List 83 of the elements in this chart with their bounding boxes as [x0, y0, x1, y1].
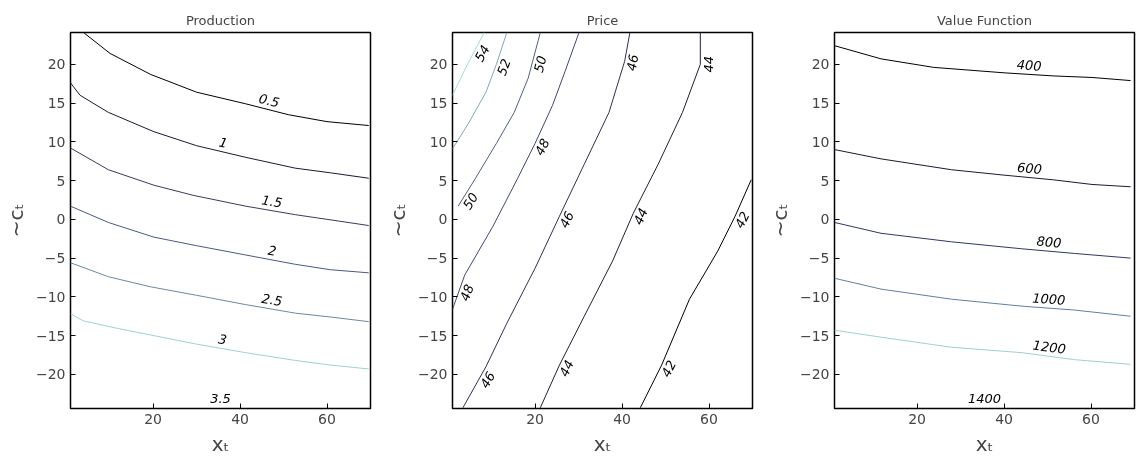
- y-axis-title: ~cₜ: [385, 203, 410, 238]
- annotation: 44: [630, 205, 651, 227]
- annotation: 48: [457, 282, 477, 303]
- y-tick-label: 0: [56, 211, 66, 228]
- line-series: [70, 147, 370, 227]
- series-label: 800: [1035, 233, 1062, 251]
- line-series: [70, 205, 370, 274]
- annotation: 46: [477, 369, 499, 391]
- text: 2.5: [260, 290, 284, 310]
- y-tick-label: −20: [799, 366, 830, 383]
- annotation: 54: [471, 42, 493, 65]
- annotation: 48: [531, 136, 553, 158]
- line-series: [452, 32, 580, 310]
- annotation: 50: [459, 190, 482, 213]
- annotation: 42: [658, 357, 680, 380]
- x-tick-label: 40: [231, 410, 249, 427]
- y-tick-label: 15: [47, 95, 66, 112]
- y-tick-label: 10: [47, 133, 66, 150]
- y-tick-label: −20: [417, 366, 448, 383]
- line-series: [834, 277, 1132, 317]
- y-tick-label: −15: [799, 327, 830, 344]
- x-tick-label: 40: [613, 410, 631, 427]
- y-tick-label: 20: [47, 56, 66, 73]
- chart-title: Production: [185, 12, 256, 28]
- y-tick-label: −5: [426, 250, 448, 267]
- text: 1: [217, 134, 229, 151]
- y-axis-title: ~cₜ: [3, 203, 28, 238]
- text: 3: [217, 331, 228, 348]
- y-tick-label: −10: [799, 288, 830, 305]
- chart-title: Value Function: [936, 12, 1033, 28]
- y-tick-label: 0: [438, 211, 448, 228]
- y-tick-label: −20: [35, 366, 66, 383]
- annotation: 1400: [967, 390, 1002, 406]
- y-tick-label: 15: [429, 95, 448, 112]
- annotation: 44: [700, 56, 716, 73]
- y-tick-label: 0: [820, 211, 830, 228]
- x-tick-label: 60: [318, 410, 336, 427]
- x-axis-title: xₜ: [975, 431, 994, 456]
- annotation: 46: [556, 209, 578, 231]
- x-tick-label: 60: [700, 410, 718, 427]
- y-tick-label: 5: [438, 172, 448, 189]
- x-tick-label: 20: [526, 410, 545, 427]
- line-series: [834, 221, 1132, 259]
- y-tick-label: −10: [417, 288, 448, 305]
- y-tick-label: 10: [811, 133, 830, 150]
- x-tick-label: 40: [995, 410, 1013, 427]
- line-series: [70, 313, 370, 370]
- series-label: 1000: [1031, 290, 1066, 308]
- y-tick-label: −5: [808, 250, 830, 267]
- series-label: 400: [1016, 57, 1043, 74]
- y-tick-label: 5: [56, 172, 66, 189]
- y-tick-label: 20: [811, 56, 830, 73]
- y-tick-label: −5: [44, 250, 66, 267]
- text: 2: [266, 242, 278, 259]
- text: 0.5: [257, 90, 282, 111]
- x-tick-label: 20: [144, 410, 163, 427]
- annotation: 44: [556, 357, 577, 380]
- annotation: 42: [731, 209, 753, 231]
- x-tick-label: 60: [1082, 410, 1100, 427]
- line-series: [70, 262, 370, 323]
- y-tick-label: −10: [35, 288, 66, 305]
- chart-title: Price: [586, 12, 619, 28]
- annotation: 50: [530, 54, 550, 75]
- y-tick-label: −15: [35, 327, 66, 344]
- line-series: [834, 149, 1132, 188]
- line-series: [834, 329, 1132, 365]
- y-tick-label: −15: [417, 327, 448, 344]
- text: 600: [1016, 159, 1043, 178]
- y-axis-title: ~cₜ: [767, 203, 792, 238]
- y-tick-label: 5: [820, 172, 830, 189]
- text: 1200: [1031, 337, 1067, 357]
- x-axis-title: xₜ: [593, 431, 612, 456]
- annotation: 46: [623, 53, 642, 73]
- text: 1.5: [260, 192, 284, 211]
- line-series: [70, 82, 370, 179]
- line-series: [452, 32, 508, 150]
- y-tick-label: 15: [811, 95, 830, 112]
- x-axis-title: xₜ: [211, 431, 230, 456]
- annotation: 52: [493, 56, 514, 78]
- annotation: 3.5: [210, 390, 231, 406]
- y-tick-label: 10: [429, 133, 448, 150]
- y-tick-label: 20: [429, 56, 448, 73]
- x-tick-label: 20: [908, 410, 927, 427]
